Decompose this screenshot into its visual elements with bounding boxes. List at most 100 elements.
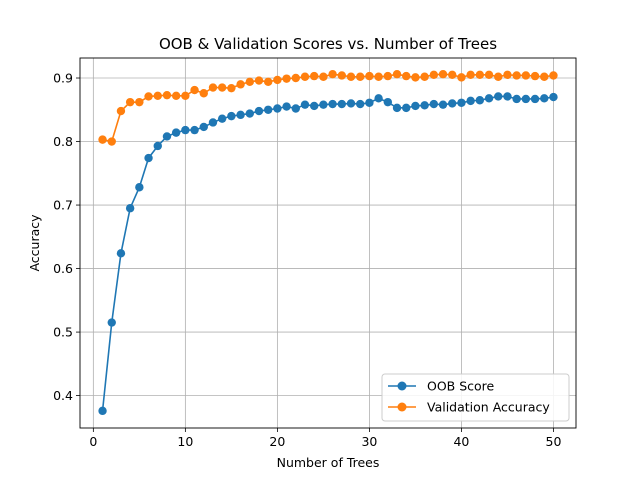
data-point-oob: [190, 125, 199, 135]
data-point-validation: [420, 72, 429, 81]
legend-label-validation: Validation Accuracy: [427, 400, 550, 415]
data-point-validation: [328, 69, 337, 79]
data-point-validation: [208, 83, 218, 92]
x-tick-label: 30: [361, 434, 377, 449]
data-point-oob: [98, 406, 107, 416]
data-point-oob: [383, 97, 393, 107]
data-point-oob: [116, 249, 126, 258]
data-point-oob: [503, 92, 512, 101]
data-point-validation: [273, 75, 282, 85]
data-point-oob: [540, 94, 549, 103]
x-tick-label: 10: [177, 434, 193, 449]
data-point-validation: [484, 70, 494, 80]
y-axis-label: Accuracy: [27, 214, 42, 272]
data-point-oob: [319, 100, 328, 109]
y-tick-label: 0.8: [53, 134, 73, 149]
data-point-validation: [135, 97, 144, 107]
data-point-validation: [374, 72, 383, 81]
data-point-validation: [199, 89, 208, 98]
data-point-oob: [475, 96, 485, 105]
data-point-oob: [411, 101, 420, 111]
data-point-validation: [392, 69, 402, 79]
data-point-validation: [521, 71, 531, 80]
data-point-validation: [190, 85, 199, 95]
data-point-validation: [438, 69, 448, 79]
data-point-oob: [346, 99, 356, 108]
y-tick-label: 0.6: [53, 261, 73, 276]
data-point-validation: [475, 70, 485, 80]
data-point-oob: [208, 118, 218, 127]
data-point-oob: [549, 92, 558, 102]
legend-marker-validation: [397, 402, 407, 412]
data-point-oob: [135, 183, 144, 192]
data-point-validation: [236, 80, 245, 89]
data-point-oob: [300, 100, 310, 109]
data-point-oob: [392, 103, 402, 113]
data-point-validation: [503, 70, 512, 80]
data-point-validation: [309, 71, 319, 81]
data-point-validation: [402, 71, 411, 81]
data-point-oob: [245, 109, 254, 118]
data-point-oob: [494, 92, 503, 101]
grid: [80, 58, 576, 428]
data-point-validation: [116, 106, 126, 116]
series-group: [98, 69, 558, 416]
data-point-validation: [291, 73, 300, 83]
data-point-validation: [98, 135, 107, 144]
y-ticks: 0.4 0.5 0.6 0.7 0.8 0.9: [53, 71, 80, 403]
data-point-oob: [438, 100, 448, 109]
data-point-validation: [171, 91, 181, 100]
data-point-oob: [420, 101, 429, 110]
data-point-oob: [171, 128, 181, 137]
data-point-oob: [162, 132, 172, 141]
data-point-oob: [254, 106, 264, 116]
y-tick-label: 0.7: [53, 198, 73, 213]
chart-title: OOB & Validation Scores vs. Number of Tr…: [159, 35, 497, 53]
data-point-validation: [512, 71, 521, 80]
data-point-validation: [346, 72, 356, 81]
data-point-oob: [402, 103, 411, 113]
data-point-oob: [328, 99, 337, 109]
data-point-oob: [429, 99, 439, 109]
x-tick-label: 0: [89, 434, 97, 449]
data-point-oob: [273, 104, 282, 113]
data-point-validation: [337, 71, 347, 80]
data-point-validation: [263, 77, 273, 87]
data-point-validation: [383, 71, 393, 81]
data-point-validation: [162, 90, 172, 100]
data-point-validation: [356, 72, 365, 81]
legend: OOB Score Validation Accuracy: [381, 373, 570, 422]
x-ticks: 0 10 20 30 40 50: [89, 428, 561, 449]
data-point-oob: [217, 114, 227, 123]
x-tick-label: 50: [546, 434, 562, 449]
data-point-oob: [236, 110, 245, 120]
legend-box: [381, 373, 570, 422]
data-point-validation: [411, 73, 420, 82]
data-point-oob: [125, 204, 135, 213]
data-point-oob: [107, 318, 116, 327]
data-point-oob: [153, 141, 162, 151]
data-point-validation: [144, 92, 153, 101]
data-point-validation: [494, 72, 503, 81]
data-point-validation: [227, 83, 236, 93]
legend-marker-oob: [397, 381, 407, 391]
data-point-oob: [337, 99, 347, 109]
data-point-oob: [199, 122, 208, 132]
data-point-oob: [530, 94, 540, 104]
data-point-oob: [291, 104, 300, 113]
y-tick-label: 0.9: [53, 71, 73, 86]
data-point-oob: [227, 111, 236, 121]
data-point-validation: [457, 73, 466, 82]
data-point-validation: [549, 71, 558, 80]
data-point-validation: [319, 72, 328, 81]
data-point-validation: [448, 70, 457, 80]
data-point-oob: [365, 98, 374, 107]
data-point-oob: [374, 94, 383, 103]
data-point-oob: [263, 105, 273, 114]
data-point-validation: [530, 71, 540, 81]
data-point-validation: [245, 77, 254, 87]
data-point-oob: [484, 94, 494, 103]
y-tick-label: 0.4: [53, 388, 73, 403]
data-point-oob: [356, 99, 365, 109]
